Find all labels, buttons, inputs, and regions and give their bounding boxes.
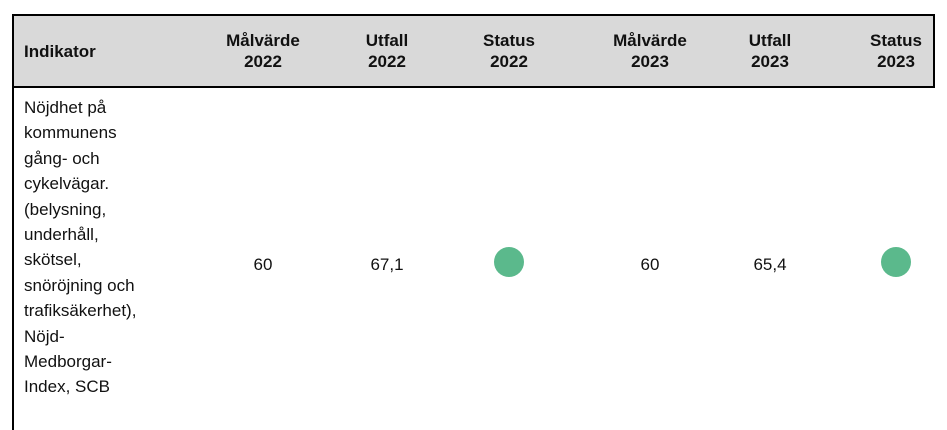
header-text: Status [483, 31, 535, 50]
indicator-text: Medborgar- [24, 352, 112, 372]
indicator-text: skötsel, [24, 250, 82, 270]
indicator-text: trafiksäkerhet), [24, 301, 137, 321]
indicator-text: kommunens [24, 123, 117, 143]
indicator-text: (belysning, [24, 199, 107, 219]
table-border [12, 86, 14, 430]
status-dot [881, 247, 911, 277]
indicator-text: underhåll, [24, 225, 99, 245]
cell-value: 60 [640, 255, 660, 274]
header-text: 2022 [244, 52, 282, 71]
header-text: Utfall [748, 31, 792, 50]
header-cell: Utfall 2023 [710, 14, 830, 88]
header-text: Målvärde [226, 31, 300, 50]
header-row [12, 14, 935, 88]
header-text: 2022 [490, 52, 528, 71]
header-text: Målvärde [613, 31, 687, 50]
cell-value: 60 [253, 255, 273, 274]
header-cell: Målvärde 2022 [203, 14, 323, 88]
indicator-text: gång- och [24, 148, 100, 168]
header-text: 2023 [877, 52, 915, 71]
header-text: Indikator [24, 41, 96, 61]
header-text: Status [870, 31, 922, 50]
header-text: 2023 [751, 52, 789, 71]
header-cell: Utfall 2022 [327, 14, 447, 88]
indicator-text: Index, SCB [24, 377, 110, 397]
header-cell: Status 2022 [449, 14, 569, 88]
header-cell: Indikator [24, 14, 184, 88]
status-dot [494, 247, 524, 277]
header-text: Utfall [365, 31, 409, 50]
indicator-cell: Nöjdhet på kommunens gång- och cykelvägar. (… [24, 95, 136, 400]
header-cell: Målvärde 2023 [590, 14, 710, 88]
cell-value: 65,4 [753, 255, 787, 274]
header-cell: Status 2023 [836, 14, 947, 88]
cell-value: 67,1 [370, 255, 404, 274]
header-text: 2022 [368, 52, 406, 71]
indicator-text: Nöjd- [24, 326, 65, 346]
indicator-text: Nöjdhet på [24, 98, 107, 117]
indicator-text: cykelvägar. [24, 174, 110, 194]
header-text: 2023 [631, 52, 669, 71]
indicator-text: snöröjning och [24, 275, 135, 295]
